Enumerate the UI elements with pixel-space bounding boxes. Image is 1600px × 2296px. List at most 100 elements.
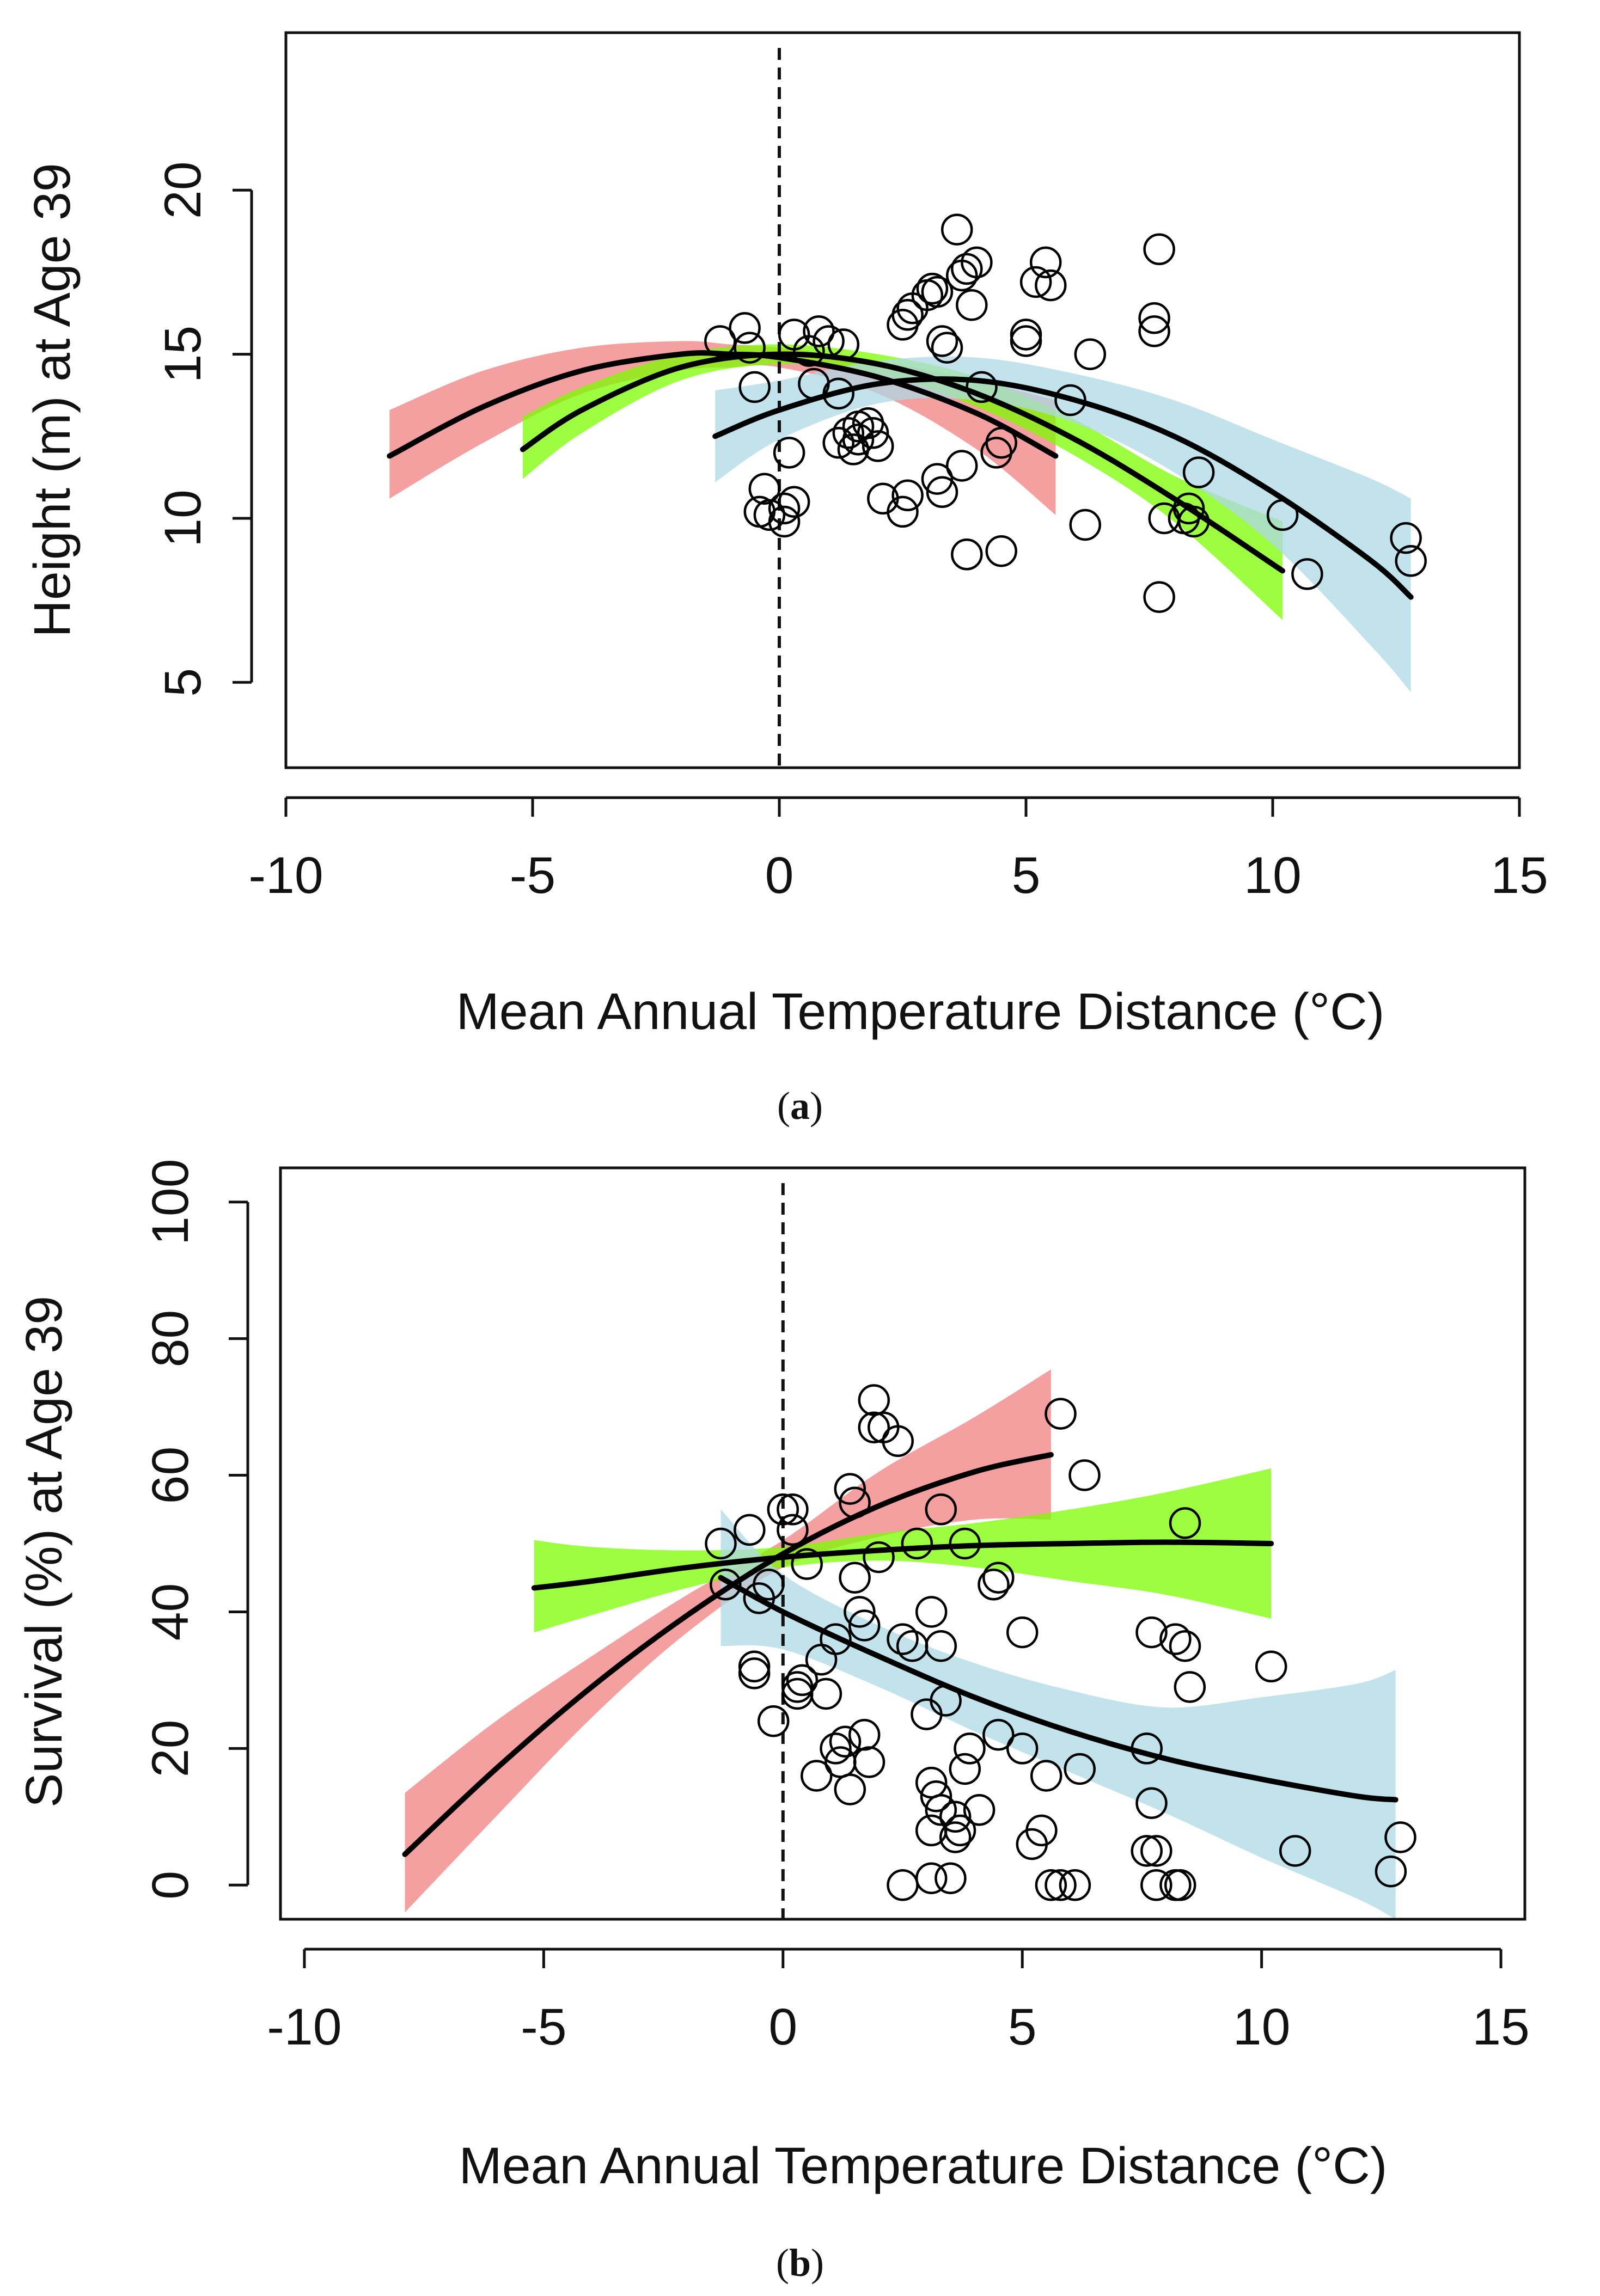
panel-b-label-letter: b (789, 2241, 811, 2285)
panel-b-point (1025, 1814, 1058, 1847)
panel-b-x-axis: -10 -5 0 5 10 15 (267, 1948, 1530, 2056)
panel-a-point (1010, 325, 1042, 357)
panel-b-point (1006, 1616, 1039, 1649)
panel-a-point (926, 325, 958, 357)
panel-b-point (1006, 1732, 1039, 1765)
panel-b-curve-green (531, 1539, 1274, 1591)
panel-b-point (939, 1801, 972, 1833)
panel-b-label-open: ( (776, 2241, 789, 2285)
panel-a-point (1069, 509, 1101, 541)
panel-b-point (839, 1562, 871, 1594)
panel-a-point (916, 272, 949, 305)
panel-b-y-axis: 0 20 40 60 80 100 (142, 1159, 249, 1900)
panel-a-y-axis: 5 10 15 20 (154, 161, 253, 697)
panel-a-x-tick-label-5: 15 (1491, 847, 1548, 904)
panel-a-point (951, 253, 983, 285)
panel-b-point (1045, 1869, 1077, 1901)
panel-a-point (862, 430, 894, 462)
panel-b-point (982, 1719, 1015, 1751)
panel-b-point (734, 1514, 766, 1546)
panel-b-band-red (405, 1369, 1051, 1913)
panel-b-x-axis-title: Mean Annual Temperature Distance (°C) (459, 2137, 1388, 2195)
panel-a-y-tick-label-0: 5 (154, 668, 212, 697)
panel-a-point (891, 299, 924, 331)
panel-a-x-ticks (284, 798, 1521, 817)
panel-a-point (768, 492, 801, 525)
panel-a-point (773, 437, 805, 469)
panel-a-point (1029, 246, 1062, 279)
panel-b-y-tick-label-4: 80 (142, 1310, 199, 1368)
panel-b-point (834, 1473, 866, 1505)
panel-b-point (705, 1527, 737, 1560)
panel-a-point (985, 535, 1017, 567)
panel-b-point (1375, 1855, 1407, 1888)
panel-a-point (1035, 269, 1067, 302)
panel-b-x-tick-label-3: 5 (1008, 1998, 1037, 2056)
panel-b-plot-frame (279, 1166, 1526, 1921)
panel-a-point (945, 450, 978, 482)
panel-a-point (1291, 558, 1323, 590)
panel-b-point (844, 1596, 876, 1628)
panel-a-band-green (522, 344, 1283, 620)
panel-a-point (753, 499, 786, 531)
panel-b-point (1255, 1650, 1287, 1683)
panel-a-point (891, 479, 924, 512)
panel-b-point (1159, 1623, 1192, 1655)
panel-b-point (1140, 1835, 1172, 1867)
panel-b-point (1164, 1869, 1196, 1901)
panel-a-label: (a) (777, 1084, 823, 1128)
panel-b-point (777, 1514, 809, 1546)
panel-b-point (949, 1753, 981, 1785)
panel-a-curve-blue (712, 376, 1414, 600)
panel-b-point (901, 1527, 933, 1560)
panel-a-point (1138, 302, 1170, 334)
panel-b-point (853, 1746, 886, 1778)
panel-b-point (925, 1630, 957, 1662)
panel-b-y-tick-label-2: 40 (142, 1583, 199, 1641)
panel-a-point (1138, 315, 1170, 347)
panel-b-x-tick-label-5: 15 (1472, 1998, 1530, 2056)
panel-a-point (734, 332, 766, 364)
panel-a-point (729, 312, 761, 344)
panel-b-point (1384, 1821, 1416, 1853)
panel-b-point (820, 1623, 852, 1655)
panel-a-points (704, 213, 1427, 613)
panel-a-curve-green (520, 351, 1286, 574)
panel-b-point (858, 1384, 890, 1416)
panel-b-point (1169, 1630, 1201, 1662)
panel-b-point (848, 1719, 881, 1751)
panel-a-band-blue (715, 356, 1411, 693)
panel-a-point (1172, 492, 1205, 525)
panel-b-point (810, 1677, 842, 1710)
panel-b-point (767, 1493, 799, 1526)
panel-a-point (1143, 233, 1175, 266)
panel-b-point (925, 1493, 957, 1526)
panel-a-x-tick-label-1: -5 (510, 847, 555, 904)
panel-a-point (941, 213, 973, 246)
panel-b-point (887, 1623, 919, 1655)
panel-a-point (822, 427, 854, 459)
panel-b-point (1140, 1869, 1172, 1901)
panel-a-y-axis-title: Height (m) at Age 39 (23, 163, 81, 637)
panel-b-y-tick-label-5: 100 (142, 1159, 199, 1245)
panel-b-y-tick-label-0: 0 (142, 1871, 199, 1900)
panel-b-point (935, 1862, 967, 1894)
panel-b-point (1279, 1835, 1311, 1867)
panel-a-y-tick-label-2: 15 (154, 326, 212, 383)
panel-a-point (926, 476, 958, 509)
panel-a-y-ticks (233, 188, 252, 684)
panel-b-point (963, 1794, 996, 1826)
panel-a: -10 -5 0 5 10 15 5 10 15 20 Mean Annual … (23, 31, 1548, 1128)
panel-a-y-tick-label-1: 10 (154, 489, 212, 547)
panel-b-point (863, 1541, 895, 1573)
panel-b-point (753, 1569, 785, 1601)
panel-b-x-ticks (303, 1949, 1503, 1968)
panel-a-point (832, 417, 865, 449)
panel-b-x-tick-label-1: -5 (521, 1998, 566, 2056)
panel-a-label-open: ( (777, 1084, 790, 1128)
panel-a-x-tick-label-2: 0 (765, 847, 794, 904)
panel-b-point (882, 1425, 914, 1458)
panel-a-point (1390, 522, 1422, 554)
panel-a-plot-frame (284, 31, 1521, 769)
